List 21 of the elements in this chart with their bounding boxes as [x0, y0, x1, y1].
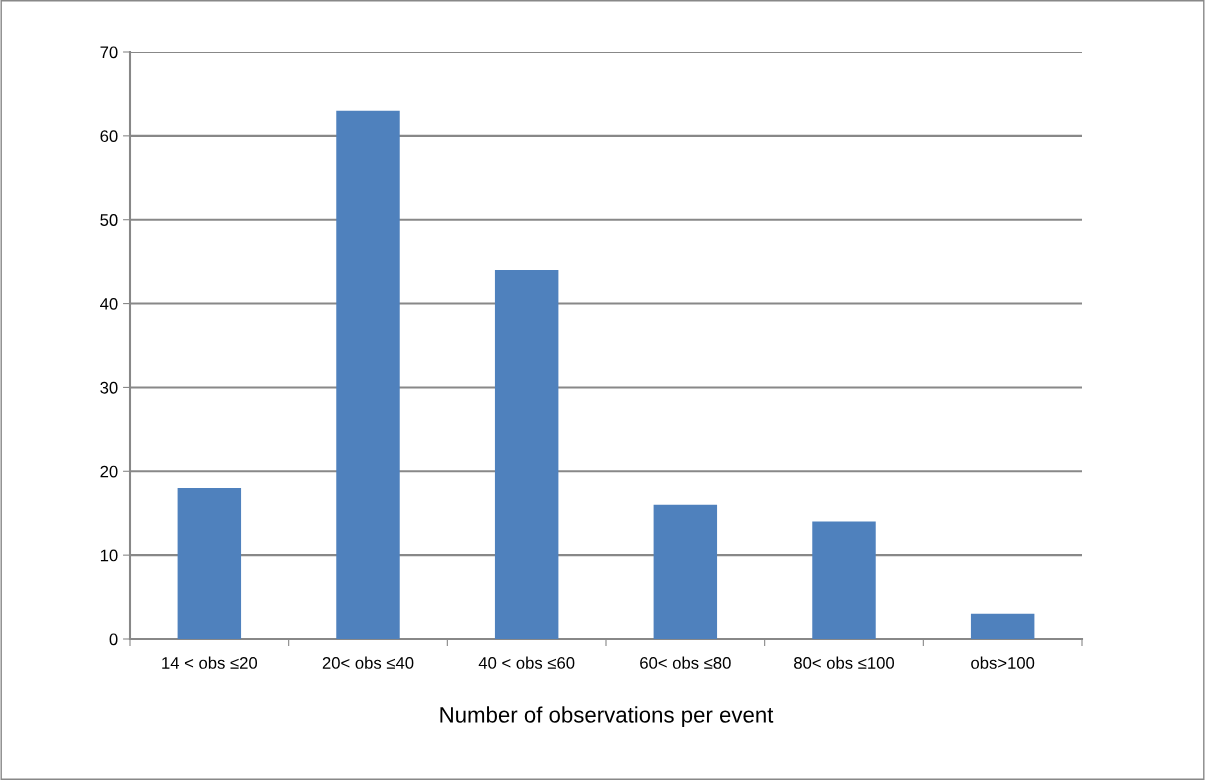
x-tick-label: 20< obs ≤40: [322, 656, 414, 669]
y-tick-label: 0: [109, 633, 118, 646]
y-tick-label: 50: [100, 214, 118, 226]
bar: [336, 110, 400, 639]
y-tick-label: 70: [100, 46, 118, 59]
bar: [494, 270, 559, 639]
x-tick-label: 80< obs ≤100: [794, 656, 895, 669]
y-tick-label: 20: [100, 465, 118, 478]
x-tick-label: 40 < obs ≤60: [478, 656, 575, 669]
x-tick-label: 60< obs ≤80: [640, 656, 731, 669]
x-axis-title: Number of observations per event: [440, 706, 774, 728]
y-tick-label: 40: [100, 297, 118, 310]
bar: [653, 504, 718, 639]
x-tick-label: obs>100: [971, 656, 1035, 669]
bar: [177, 488, 242, 639]
y-tick-label: 30: [100, 381, 118, 394]
y-tick-label: 60: [100, 130, 118, 143]
bar: [812, 521, 876, 639]
bar: [970, 613, 1035, 639]
y-tick-label: 10: [100, 549, 118, 562]
x-tick-label: 14 < obs ≤20: [162, 656, 258, 669]
